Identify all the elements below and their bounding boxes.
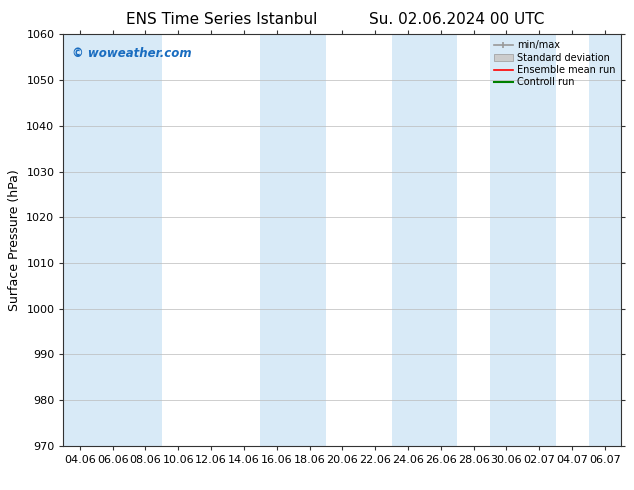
- Bar: [392, 34, 457, 446]
- Bar: [63, 34, 162, 446]
- Bar: [490, 34, 555, 446]
- Text: © woweather.com: © woweather.com: [72, 47, 191, 60]
- Bar: [588, 34, 634, 446]
- Bar: [261, 34, 326, 446]
- Legend: min/max, Standard deviation, Ensemble mean run, Controll run: min/max, Standard deviation, Ensemble me…: [489, 36, 619, 91]
- Y-axis label: Surface Pressure (hPa): Surface Pressure (hPa): [8, 169, 21, 311]
- Text: Su. 02.06.2024 00 UTC: Su. 02.06.2024 00 UTC: [369, 12, 544, 27]
- Text: ENS Time Series Istanbul: ENS Time Series Istanbul: [126, 12, 318, 27]
